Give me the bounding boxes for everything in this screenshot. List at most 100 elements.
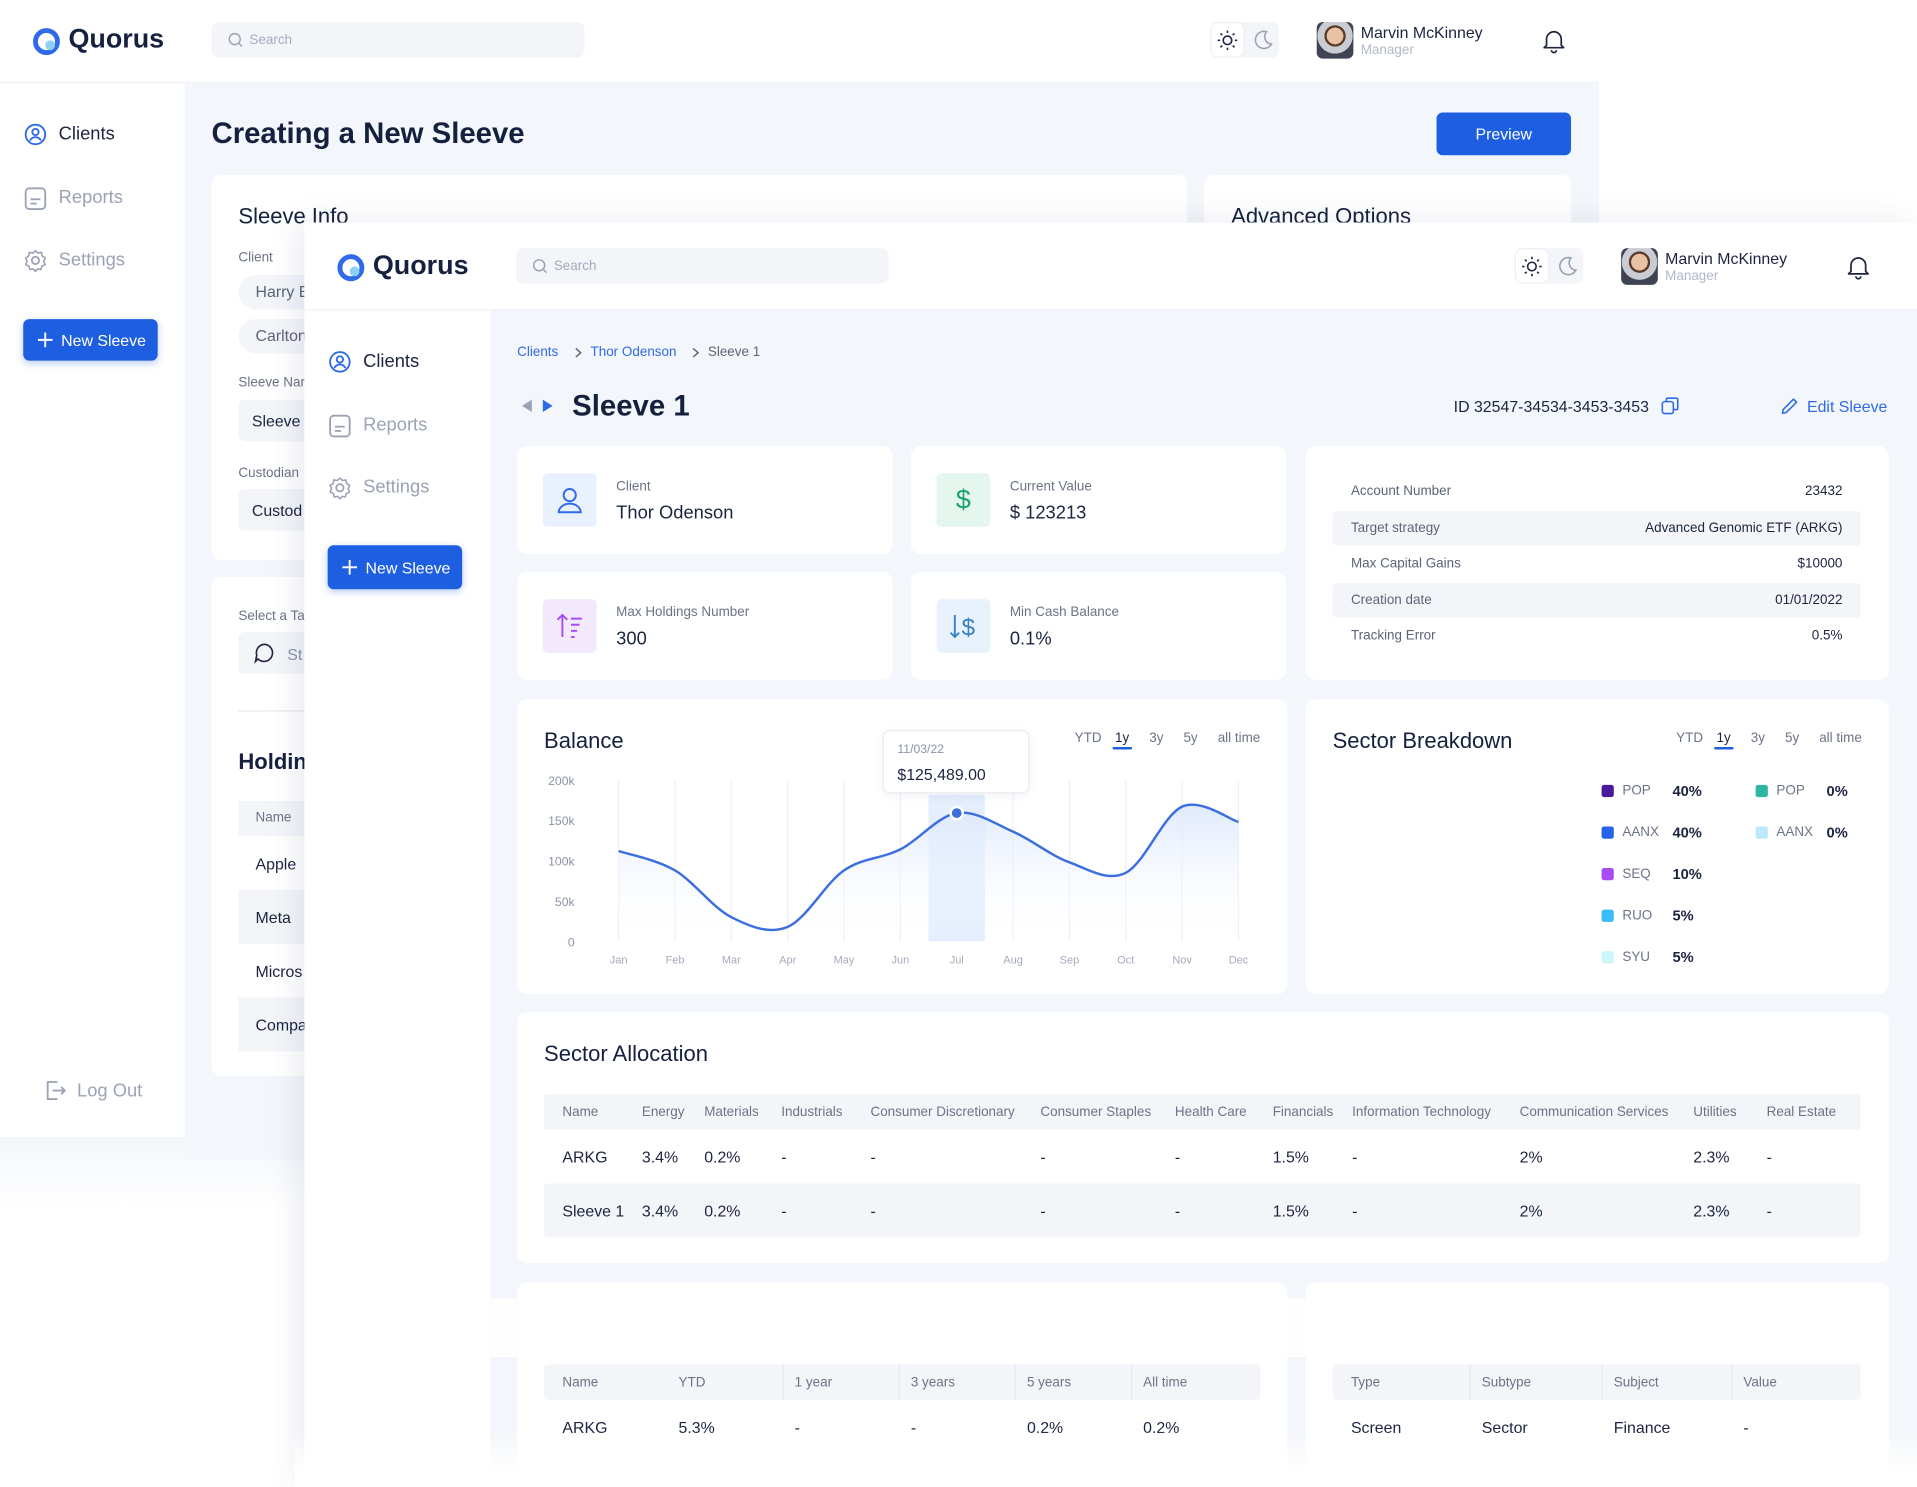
nav-item[interactable]: Settings	[363, 476, 430, 498]
preview-button[interactable]	[1436, 112, 1572, 156]
table-cell: 3.4%	[641, 1148, 679, 1167]
prev-arrow[interactable]	[522, 399, 532, 413]
range-tab[interactable]: YTD	[1676, 731, 1704, 746]
theme-light[interactable]	[1514, 248, 1550, 284]
range-tab[interactable]: 5y	[1183, 731, 1198, 746]
nav-item[interactable]: Reports	[58, 186, 123, 208]
range-tab[interactable]: 5y	[1784, 731, 1800, 746]
table-cell: -	[870, 1148, 876, 1167]
table-cell: ARKG	[562, 1148, 608, 1167]
icon-part	[575, 347, 582, 358]
client-option-label[interactable]: Carlton	[255, 326, 307, 345]
user-name: Marvin McKinney	[1665, 249, 1788, 268]
search-icon	[228, 32, 243, 47]
input-value[interactable]: Custod	[251, 501, 303, 520]
range-tab[interactable]: 1y	[1114, 731, 1130, 746]
nav-item[interactable]: Clients	[363, 350, 420, 372]
nav-icon[interactable]	[329, 414, 351, 437]
table-cell: -	[1766, 1201, 1772, 1221]
table-cell: -	[1352, 1148, 1358, 1167]
legend-swatch	[1601, 951, 1614, 964]
icon-part	[949, 614, 960, 639]
tooltip	[882, 729, 1030, 794]
nav-icon[interactable]	[329, 351, 351, 373]
range-tab[interactable]: 3y	[1750, 731, 1765, 746]
input-value: St	[287, 645, 303, 664]
copy-icon[interactable]	[1661, 397, 1679, 415]
range-tab[interactable]: YTD	[1074, 731, 1102, 746]
client-option-label[interactable]: Harry E	[255, 282, 310, 301]
nav-icon[interactable]	[24, 186, 47, 210]
nav-icon[interactable]	[329, 477, 351, 500]
icon-part	[522, 399, 532, 413]
icon-part	[1219, 45, 1223, 48]
stat-label: Max Holdings Number	[616, 605, 750, 620]
icon-part	[1522, 256, 1542, 277]
bell-icon[interactable]	[1543, 29, 1565, 54]
nav-icon[interactable]	[24, 249, 47, 273]
table-header-cell: Name	[562, 1105, 599, 1120]
breadcrumb-item[interactable]: Clients	[517, 344, 559, 360]
column-separator	[898, 1364, 900, 1400]
bell-icon[interactable]	[1847, 256, 1869, 280]
edit-sleeve[interactable]: Edit Sleeve	[1806, 397, 1888, 416]
table-header	[544, 1364, 1261, 1400]
table-cell: 1.5%	[1272, 1201, 1309, 1221]
legend-value: 40%	[1672, 782, 1702, 800]
table-row	[238, 997, 312, 1052]
range-tab[interactable]: 3y	[1149, 731, 1164, 746]
new-sleeve-label[interactable]: New Sleeve	[61, 330, 146, 350]
icon-part	[1254, 30, 1273, 50]
legend-label: AANX	[1776, 825, 1814, 840]
logout-icon[interactable]	[44, 1080, 67, 1102]
input-value[interactable]: Sleeve	[251, 412, 301, 431]
table-header	[238, 800, 312, 837]
breadcrumb-item[interactable]: Thor Odenson	[590, 344, 677, 360]
next-arrow[interactable]	[542, 399, 553, 413]
account-label: Tracking Error	[1350, 628, 1436, 644]
column-separator	[1469, 1364, 1471, 1400]
search-box[interactable]	[211, 22, 585, 58]
table-cell: 2.3%	[1693, 1148, 1730, 1167]
new-sleeve-label[interactable]: New Sleeve	[365, 558, 451, 577]
table-cell: Meta	[255, 908, 291, 927]
icon-part	[31, 127, 40, 137]
card-title: Sector Allocation	[544, 1041, 708, 1067]
table-cell: 2.3%	[1693, 1201, 1730, 1221]
column-separator	[1601, 1364, 1603, 1400]
plus-icon[interactable]	[342, 559, 357, 575]
nav-item[interactable]: Settings	[58, 249, 125, 271]
icon-part: $	[961, 615, 975, 642]
range-tab[interactable]: all time	[1819, 731, 1862, 746]
plus-icon[interactable]	[37, 332, 53, 348]
table-cell: -	[1766, 1148, 1772, 1167]
table-header	[544, 1094, 1861, 1130]
icon-part	[33, 28, 60, 56]
edit-icon[interactable]	[1781, 397, 1798, 415]
icon-part	[1847, 257, 1869, 275]
search-box[interactable]	[515, 248, 889, 284]
theme-light[interactable]	[1210, 22, 1245, 58]
logo-icon	[33, 28, 60, 56]
account-value: $10000	[1797, 556, 1843, 571]
sleeve-id: ID 32547-34534-3453-3453	[1453, 397, 1649, 416]
icon-part	[349, 266, 360, 277]
log-out[interactable]: Log Out	[77, 1080, 143, 1102]
logo-icon	[337, 254, 365, 282]
icon-part	[335, 483, 345, 493]
nav-item[interactable]: Clients	[58, 123, 115, 145]
preview-label[interactable]: Preview	[1475, 124, 1533, 144]
stat-icon: $	[949, 614, 975, 642]
search-icon	[532, 259, 548, 274]
account-row-bg	[1332, 510, 1861, 545]
nav-icon[interactable]	[24, 123, 47, 146]
nav-item[interactable]: Reports	[363, 413, 428, 435]
stat-value: Thor Odenson	[616, 502, 734, 524]
icon-part	[1232, 32, 1236, 36]
avatar	[1316, 22, 1354, 59]
range-tab[interactable]: 1y	[1716, 731, 1731, 746]
sun-icon	[1522, 256, 1542, 277]
range-tab[interactable]: all time	[1217, 731, 1261, 746]
legend-swatch	[1601, 784, 1614, 798]
table-cell: -	[781, 1201, 787, 1221]
